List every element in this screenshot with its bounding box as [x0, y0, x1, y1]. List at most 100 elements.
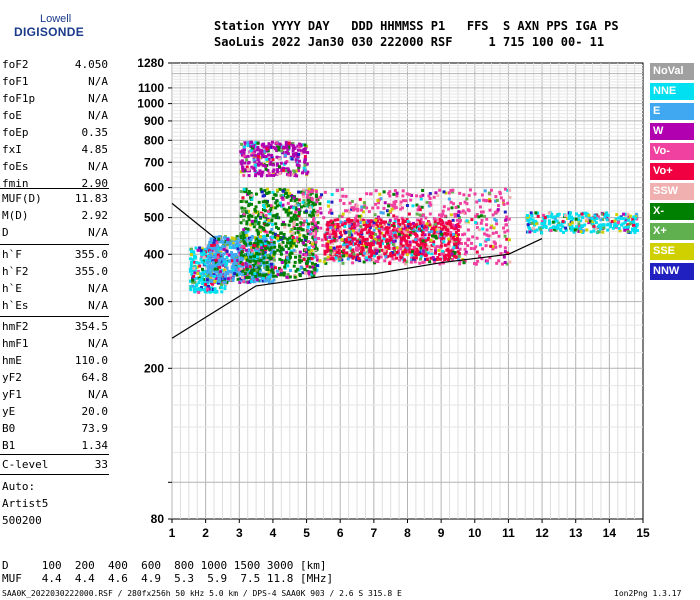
echo-point	[291, 196, 295, 200]
echo-point	[450, 226, 454, 230]
echo-point	[628, 222, 632, 226]
echo-point	[344, 194, 348, 198]
echo-point	[342, 229, 346, 233]
echo-point	[276, 236, 280, 240]
echo-point	[203, 248, 207, 252]
echo-point	[350, 240, 354, 244]
echo-point	[231, 265, 235, 269]
echo-point	[451, 223, 455, 227]
echo-point	[221, 257, 225, 261]
echo-point	[291, 172, 295, 176]
echo-point	[209, 273, 213, 277]
param-value: N/A	[88, 299, 108, 312]
echo-point	[572, 230, 576, 234]
echo-point	[475, 236, 479, 240]
echo-point	[474, 214, 478, 218]
echo-point	[409, 198, 413, 202]
echo-point	[283, 223, 287, 227]
echo-point	[339, 233, 343, 237]
echo-point	[505, 262, 509, 266]
echo-point	[211, 278, 215, 282]
echo-point	[456, 258, 460, 262]
echo-point	[533, 229, 537, 233]
echo-point	[399, 242, 403, 246]
echo-point	[557, 221, 561, 225]
echo-point	[483, 189, 487, 193]
echo-point	[289, 198, 293, 202]
echo-point	[263, 189, 267, 193]
echo-point	[436, 256, 440, 260]
echo-point	[397, 229, 401, 233]
echo-point	[261, 273, 265, 277]
echo-point	[327, 249, 331, 253]
echo-point	[369, 220, 373, 224]
echo-point	[416, 208, 420, 212]
echo-point	[206, 260, 210, 264]
echo-point	[381, 220, 385, 224]
echo-point	[268, 230, 272, 234]
echo-point	[199, 250, 203, 254]
echo-point	[370, 240, 374, 244]
echo-point	[375, 251, 379, 255]
echo-point	[278, 142, 282, 146]
echo-point	[387, 226, 391, 230]
echo-point	[286, 264, 290, 268]
echo-point	[367, 229, 371, 233]
footer-muf-row: MUF 4.4 4.4 4.6 4.9 5.3 5.9 7.5 11.8 [MH…	[2, 572, 334, 585]
echo-point	[405, 234, 409, 238]
echo-point	[387, 204, 391, 208]
echo-point	[254, 141, 258, 145]
echo-point	[363, 251, 367, 255]
echo-point	[286, 272, 290, 276]
echo-point	[238, 271, 242, 275]
echo-point	[588, 219, 592, 223]
echo-point	[247, 262, 251, 266]
echo-point	[323, 249, 327, 253]
echo-point	[231, 246, 235, 250]
echo-point	[635, 222, 639, 226]
echo-point	[303, 160, 307, 164]
echo-point	[247, 218, 251, 222]
echo-point	[193, 280, 197, 284]
echo-point	[301, 200, 305, 204]
echo-point	[417, 205, 421, 209]
echo-point	[602, 226, 606, 230]
echo-point	[235, 273, 239, 277]
echo-point	[194, 246, 198, 250]
echo-point	[349, 233, 353, 237]
echo-point	[259, 151, 263, 155]
echo-point	[230, 251, 234, 255]
echo-point	[263, 209, 267, 213]
echo-point	[230, 259, 234, 263]
echo-point	[295, 217, 299, 221]
echo-point	[220, 290, 224, 294]
echo-point	[284, 153, 288, 157]
echo-point	[206, 245, 210, 249]
echo-point	[362, 218, 366, 222]
echo-point	[223, 280, 227, 284]
echo-point	[378, 227, 382, 231]
echo-point	[499, 196, 503, 200]
echo-point	[287, 209, 291, 213]
echo-point	[347, 242, 351, 246]
clevel-label: C-level	[2, 458, 49, 471]
echo-point	[245, 158, 249, 162]
echo-point	[200, 278, 204, 282]
x-tick-label: 7	[371, 526, 378, 540]
echo-point	[428, 197, 432, 201]
echo-point	[308, 273, 312, 277]
echo-point	[244, 239, 248, 243]
echo-point	[250, 214, 254, 218]
echo-point	[195, 265, 199, 269]
echo-point	[297, 214, 301, 218]
echo-point	[324, 261, 328, 265]
echo-point	[337, 225, 341, 229]
echo-point	[384, 255, 388, 259]
echo-point	[405, 253, 409, 257]
legend-item: NNE	[650, 83, 694, 100]
echo-point	[443, 231, 447, 235]
echo-point	[246, 168, 250, 172]
echo-point	[265, 277, 269, 281]
echo-point	[271, 271, 275, 275]
echo-point	[296, 267, 300, 271]
